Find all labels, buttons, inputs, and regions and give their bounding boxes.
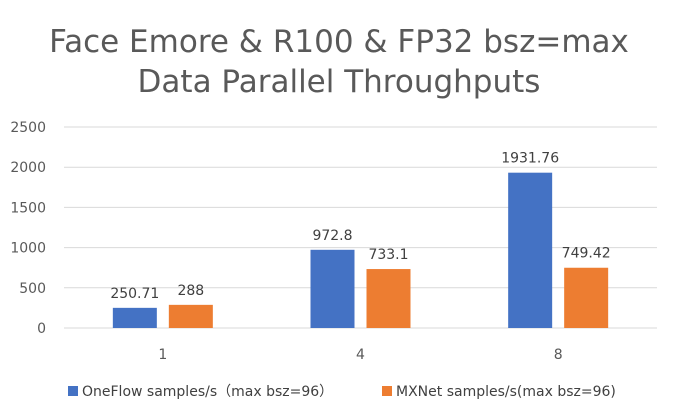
legend-label-0: OneFlow samples/s（max bsz=96） [82,384,333,400]
chart-title: Face Emore & R100 & FP32 bsz=max Data Pa… [49,24,629,100]
y-tick-label: 1500 [10,200,46,216]
x-tick-label: 1 [158,347,167,363]
y-axis: 0 500 1000 1500 2000 2500 [10,120,46,337]
bar-series-0-cat-0 [112,307,157,328]
chart-title-line-2: Data Parallel Throughputs [138,64,541,100]
y-tick-label: 2000 [10,160,46,176]
bar-series-1-cat-1 [366,269,411,328]
x-axis: 1 4 8 [158,347,562,363]
bars [112,172,609,328]
y-tick-label: 500 [19,281,46,297]
legend-label-1: MXNet samples/s(max bsz=96) [396,384,616,400]
bar-series-1-cat-2 [564,267,609,328]
data-label: 250.71 [110,286,159,302]
legend: OneFlow samples/s（max bsz=96） MXNet sampl… [68,384,616,400]
chart-title-line-1: Face Emore & R100 & FP32 bsz=max [49,24,629,60]
legend-swatch-0 [68,386,78,396]
data-label: 972.8 [312,228,352,244]
data-labels: 250.71 288 972.8 733.1 1931.76 749.42 [110,151,610,302]
x-tick-label: 8 [554,347,563,363]
x-tick-label: 4 [356,347,365,363]
data-label: 749.42 [562,246,611,262]
bar-series-0-cat-1 [310,249,355,328]
gridlines [64,126,657,329]
y-tick-label: 1000 [10,241,46,257]
legend-swatch-1 [382,386,392,396]
data-label: 1931.76 [501,151,559,167]
bar-series-0-cat-2 [508,172,553,328]
data-label: 733.1 [368,247,408,263]
bar-series-1-cat-0 [168,304,213,328]
y-tick-label: 0 [37,321,46,337]
y-tick-label: 2500 [10,120,46,136]
data-label: 288 [177,283,204,299]
